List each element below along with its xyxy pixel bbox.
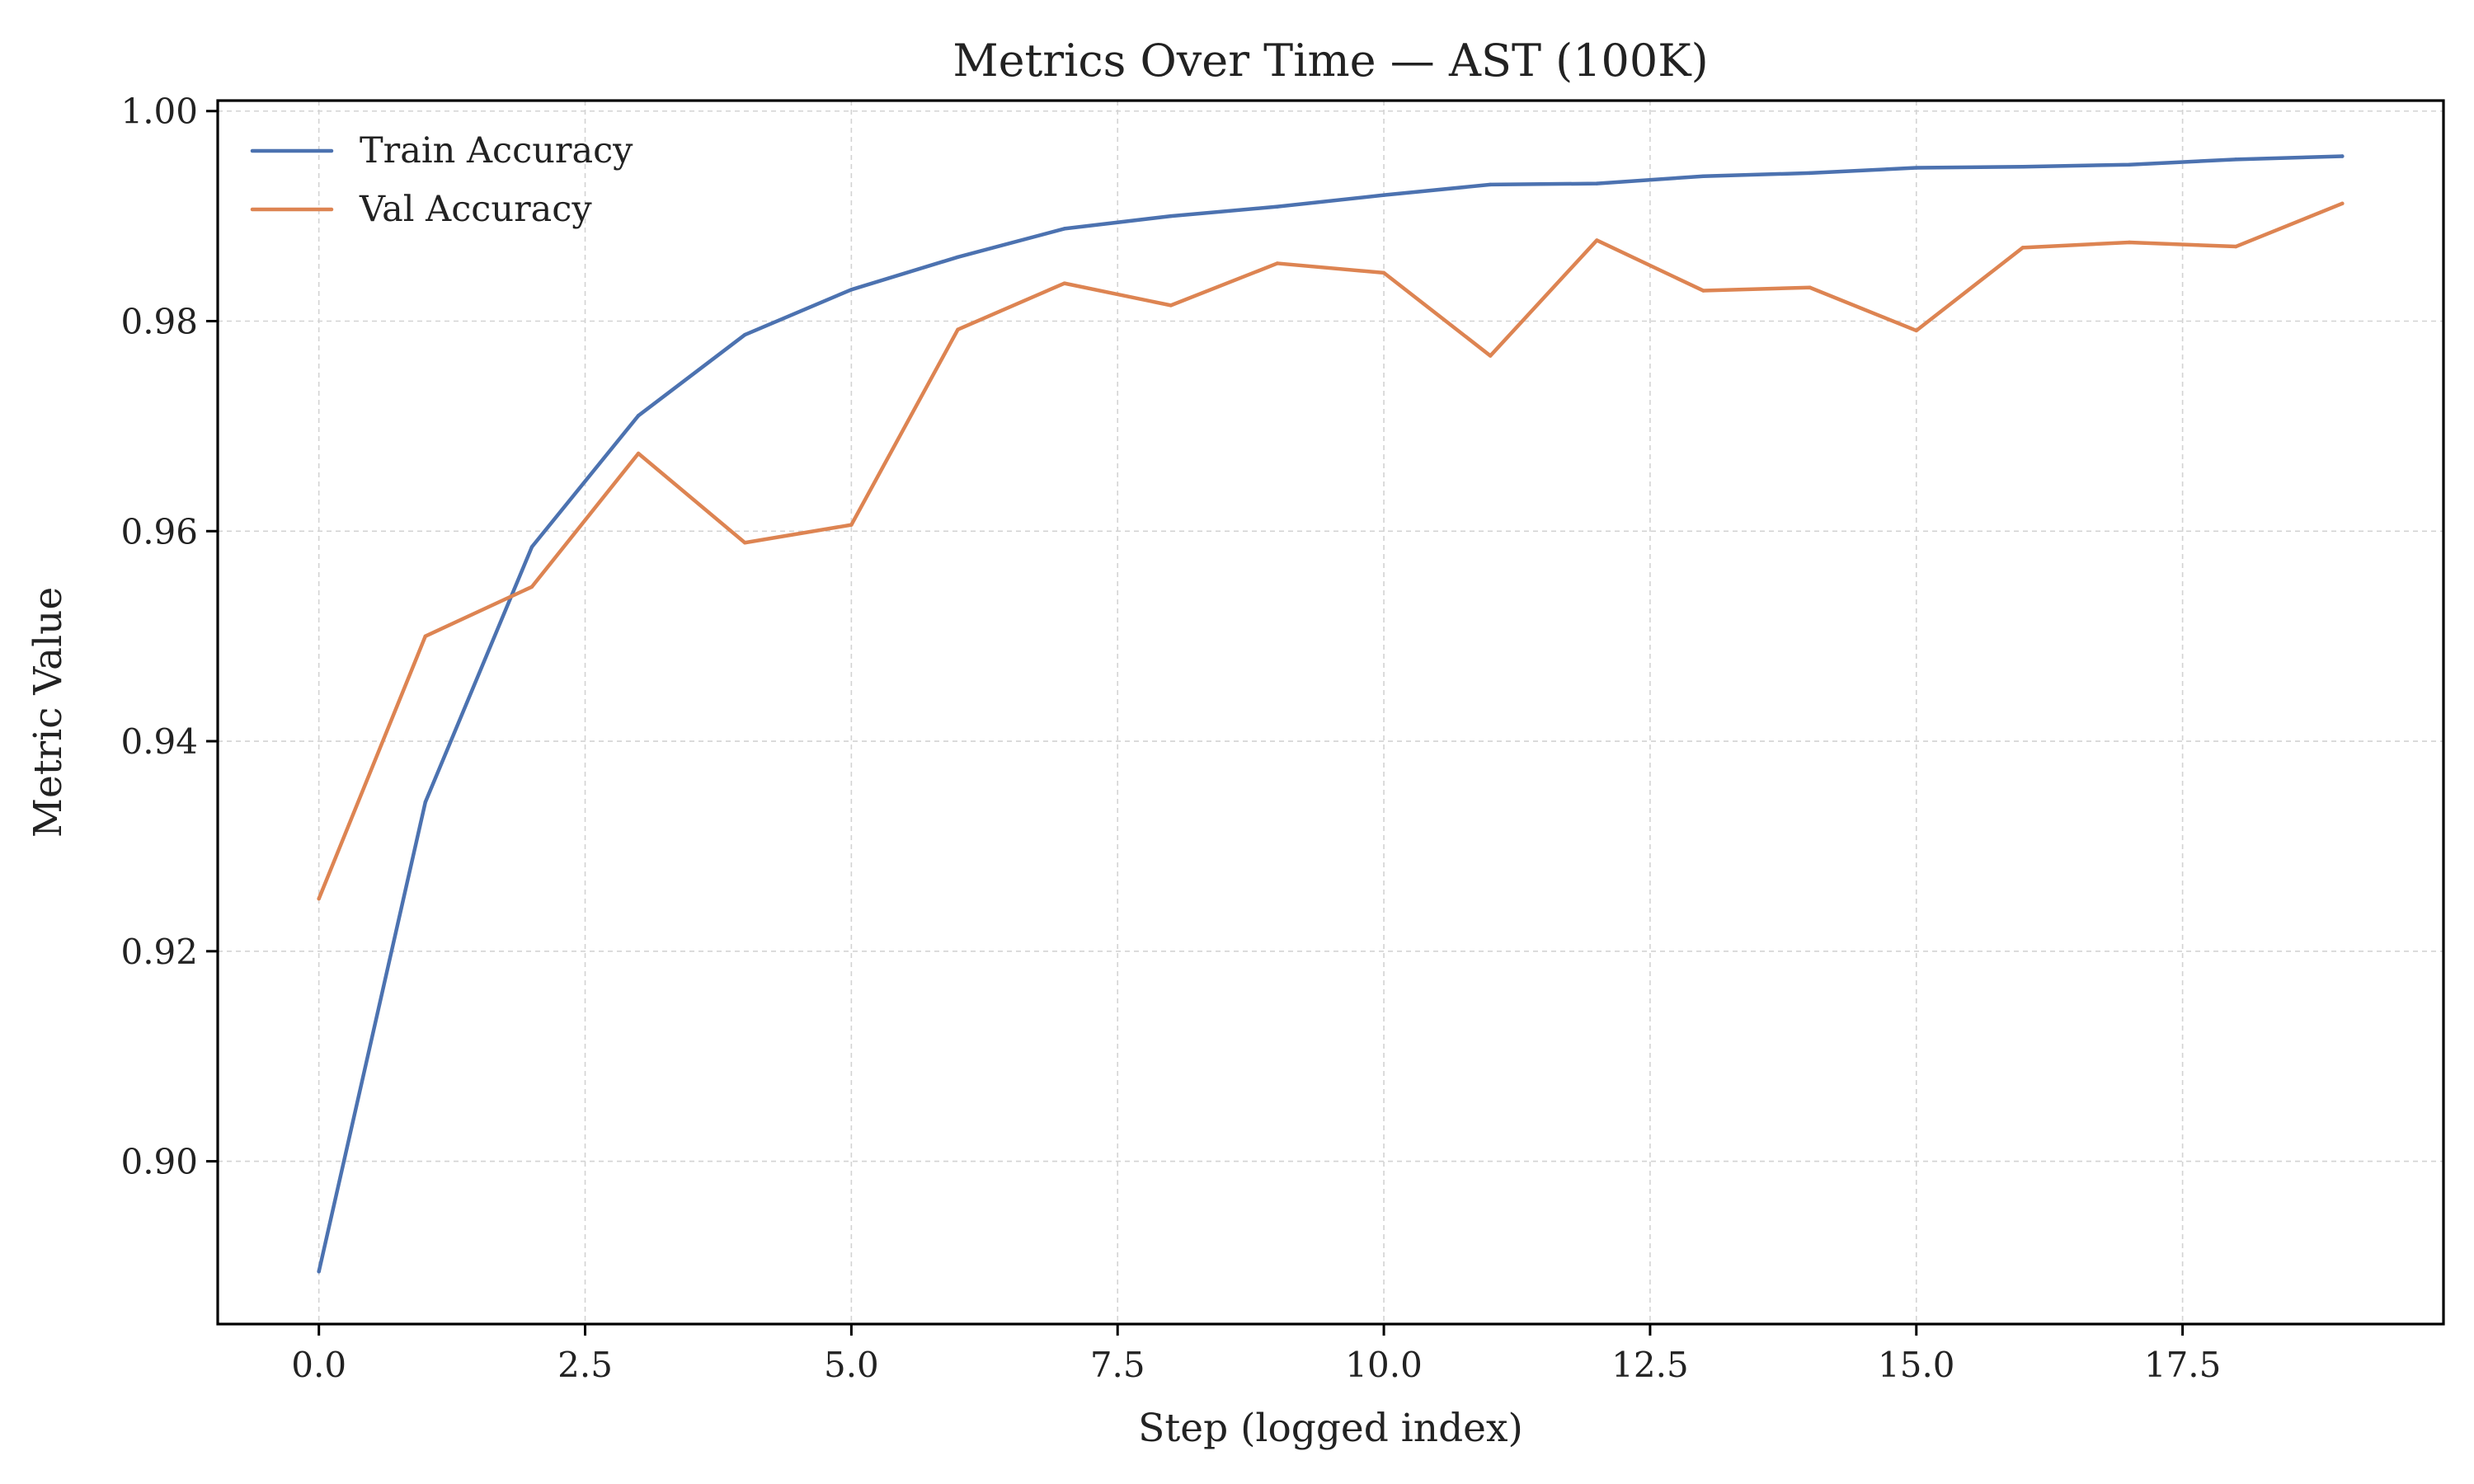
data-point: [636, 413, 641, 418]
data-point: [317, 896, 321, 901]
data-point: [1595, 238, 1599, 242]
data-point: [1489, 182, 1493, 187]
x-axis-title: Step (logged index): [1138, 1406, 1523, 1451]
x-tick-label: 12.5: [1611, 1345, 1689, 1385]
y-tick-label: 0.96: [120, 511, 198, 552]
x-tick-label: 17.5: [2144, 1345, 2222, 1385]
data-point: [2233, 244, 2238, 249]
x-tick-label: 15.0: [1878, 1345, 1955, 1385]
plot-area-frame: [216, 99, 2445, 1326]
data-point: [529, 545, 534, 549]
data-point: [1595, 181, 1599, 186]
data-point: [636, 451, 641, 456]
data-point: [1381, 193, 1386, 197]
data-point: [2340, 201, 2345, 206]
y-tick-label: 0.90: [120, 1142, 198, 1182]
data-point: [529, 585, 534, 589]
x-tick-label: 2.5: [557, 1345, 613, 1385]
data-point: [423, 800, 428, 805]
data-point: [956, 327, 960, 331]
data-point: [1169, 214, 1173, 218]
legend-label: Val Accuracy: [359, 189, 592, 230]
data-point: [423, 634, 428, 638]
y-tick-label: 0.98: [120, 302, 198, 342]
data-point: [317, 1270, 321, 1274]
data-point: [2340, 154, 2345, 158]
x-tick-label: 7.5: [1090, 1345, 1145, 1385]
chart-title: Metrics Over Time — AST (100K): [952, 35, 1708, 87]
data-point: [849, 523, 854, 527]
data-point: [1381, 270, 1386, 275]
data-point: [2233, 157, 2238, 162]
data-point: [1275, 204, 1280, 209]
axis-ticks: 0.0 2.5 5.0 7.5 10.0 12.5 15.0 17.5 0.90 0.92 0.94…: [120, 92, 2221, 1385]
data-point: [1062, 281, 1066, 285]
series-lines: [317, 154, 2345, 1274]
data-point: [2127, 240, 2132, 245]
data-point: [2127, 162, 2132, 167]
data-point: [743, 332, 747, 337]
series-line-train-accuracy: [317, 154, 2345, 1274]
y-axis-title: Metric Value: [26, 587, 71, 838]
series-line-val-accuracy: [317, 201, 2345, 901]
data-point: [1808, 171, 1812, 176]
y-tick-label: 0.94: [120, 721, 198, 762]
y-tick-label: 0.92: [120, 932, 198, 972]
data-point: [1701, 174, 1705, 178]
x-tick-label: 5.0: [824, 1345, 879, 1385]
data-point: [2020, 165, 2025, 169]
legend-label: Train Accuracy: [360, 130, 633, 171]
data-point: [1062, 227, 1066, 231]
data-point: [1701, 289, 1705, 293]
x-tick-label: 0.0: [291, 1345, 346, 1385]
data-point: [1914, 328, 1918, 333]
data-point: [2020, 246, 2025, 250]
data-point: [956, 255, 960, 259]
data-point: [849, 288, 854, 292]
data-point: [1489, 354, 1493, 358]
y-tick-label: 1.00: [120, 92, 198, 132]
data-point: [743, 541, 747, 545]
data-point: [1914, 166, 1918, 170]
legend: Train Accuracy Val Accuracy: [250, 130, 633, 230]
data-point: [1169, 303, 1173, 308]
data-point: [1808, 285, 1812, 289]
data-point: [1275, 261, 1280, 265]
grid: [218, 101, 2443, 1324]
x-tick-label: 10.0: [1345, 1345, 1423, 1385]
